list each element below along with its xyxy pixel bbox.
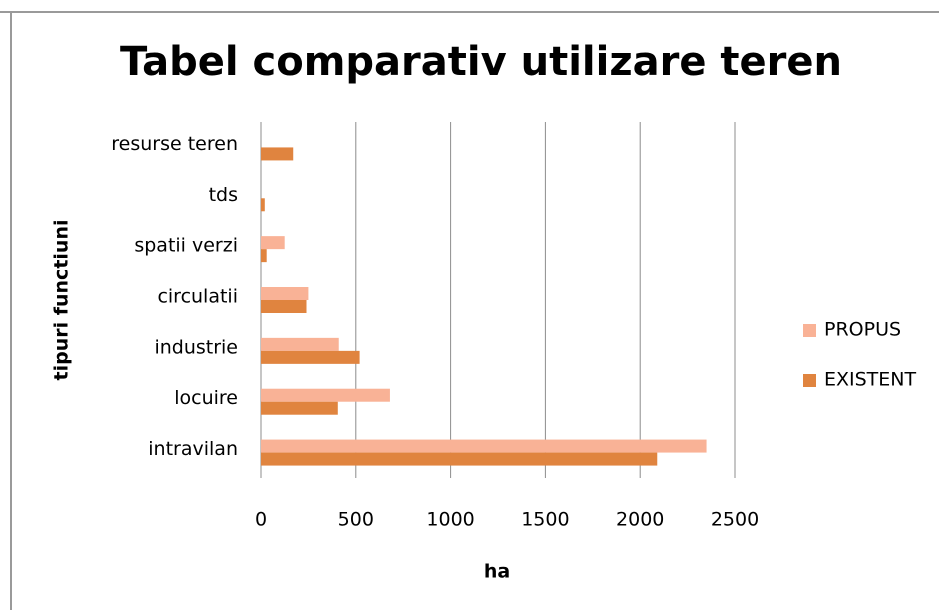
y-tick-label: tds <box>209 184 238 206</box>
bar <box>261 439 707 453</box>
legend-label: EXISTENT <box>824 369 917 391</box>
bar <box>261 300 307 313</box>
legend-swatch <box>803 374 816 387</box>
x-tick-label: 1000 <box>426 509 474 531</box>
x-axis-label: ha <box>484 561 510 583</box>
y-tick-label: locuire <box>174 387 238 409</box>
bar <box>261 236 285 250</box>
x-tick-label: 500 <box>338 509 374 531</box>
bar <box>261 401 338 415</box>
bar <box>261 337 339 351</box>
y-tick-label: circulatii <box>157 286 238 308</box>
y-tick-label: resurse teren <box>111 133 238 155</box>
bar <box>261 350 360 364</box>
y-axis-label: tipuri functiuni <box>51 220 73 381</box>
bar <box>261 388 390 402</box>
y-tick-label: intravilan <box>148 438 238 460</box>
bar <box>261 198 265 212</box>
x-tick-label: 2500 <box>711 509 759 531</box>
bar <box>261 147 294 161</box>
legend-label: PROPUS <box>824 319 901 341</box>
bar <box>261 287 309 300</box>
y-tick-label: industrie <box>154 336 238 358</box>
chart-title: Tabel comparativ utilizare teren <box>120 39 842 85</box>
bar <box>261 249 267 263</box>
x-tick-label: 0 <box>255 509 267 531</box>
x-tick-label: 1500 <box>521 509 569 531</box>
bar <box>261 452 658 466</box>
legend-swatch <box>803 324 816 337</box>
y-tick-label: spatii verzi <box>134 235 238 257</box>
x-tick-label: 2000 <box>616 509 664 531</box>
